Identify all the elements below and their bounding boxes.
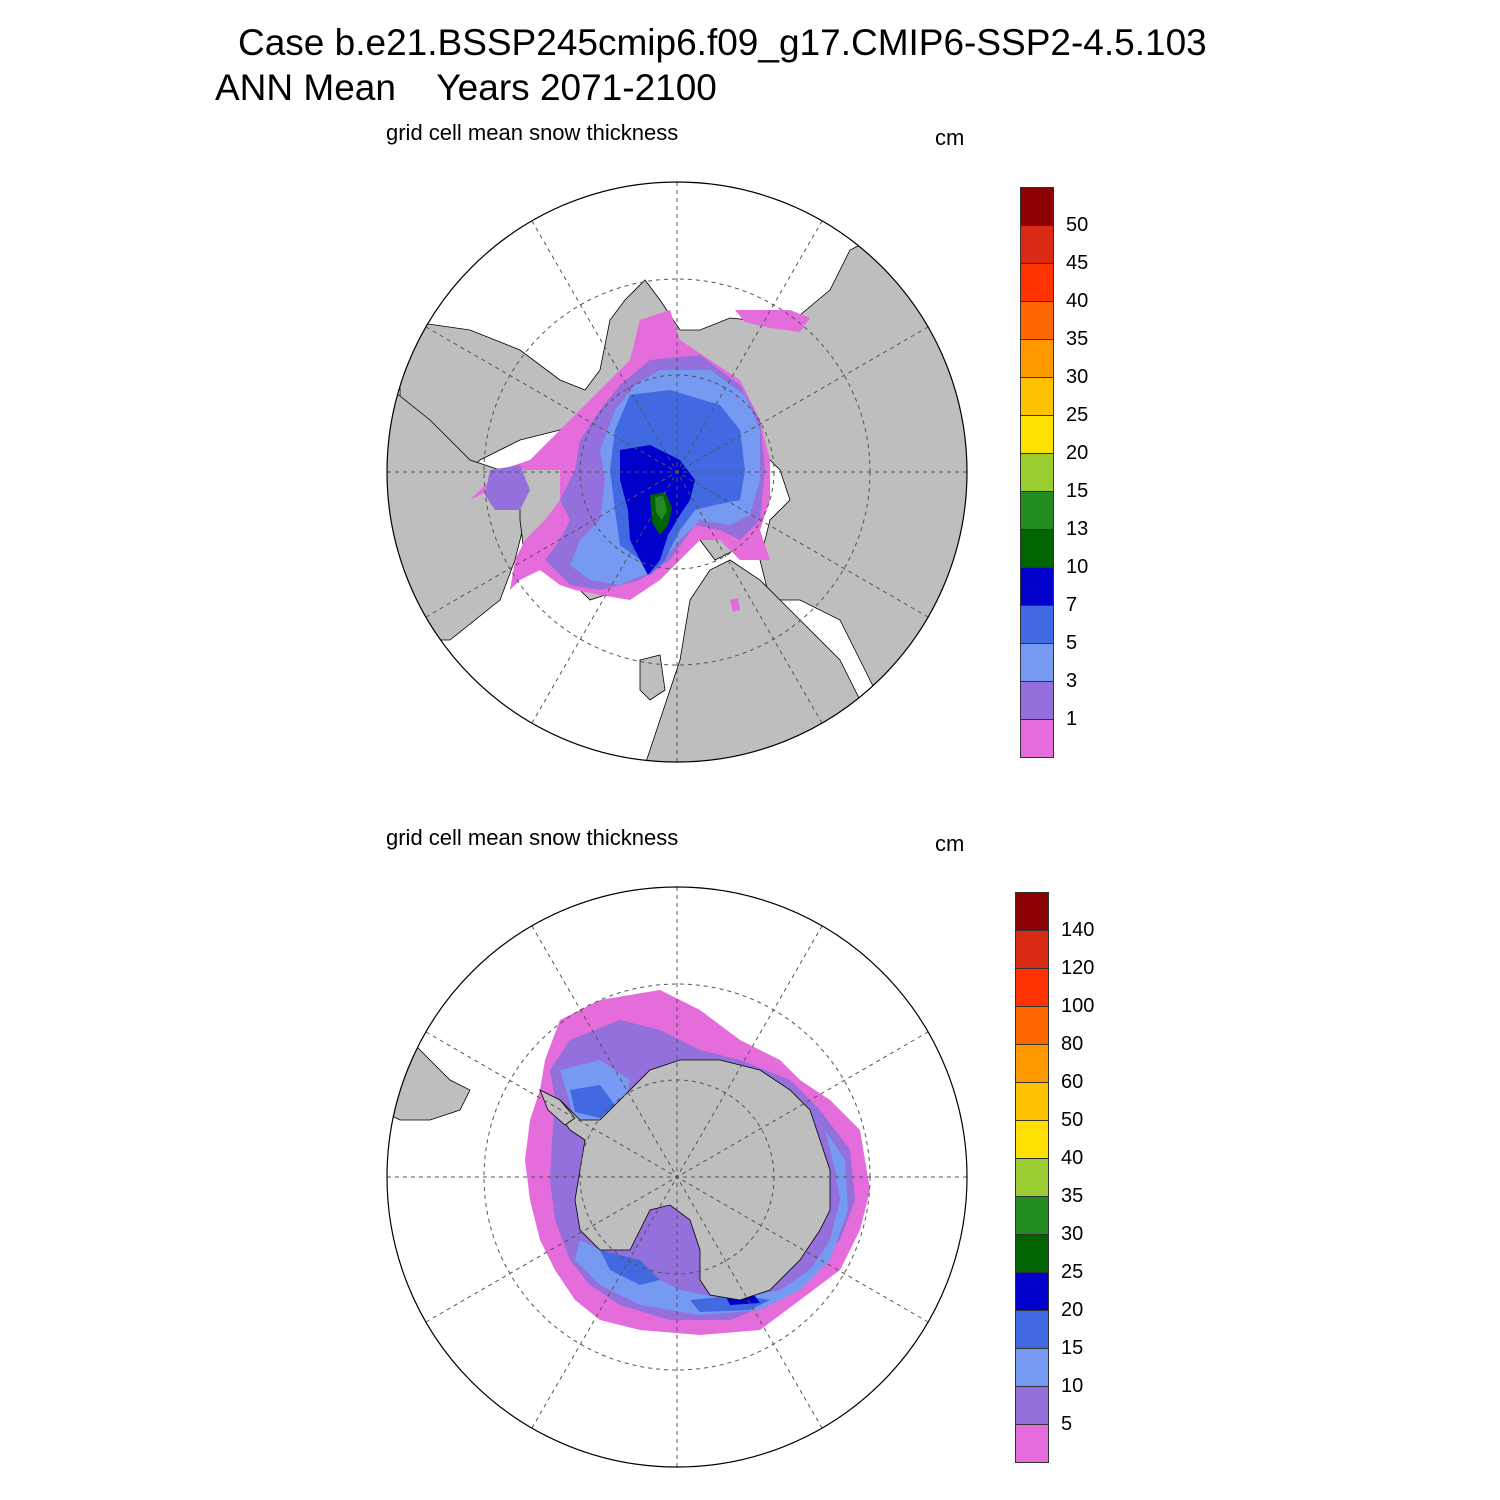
colorbar-tick-label: 20 (1061, 1299, 1084, 1321)
snow-south-layer-4b (600, 1250, 660, 1285)
colorbar-tick-label: 40 (1061, 1147, 1084, 1169)
colorbar-tick-label: 30 (1066, 366, 1089, 388)
colorbar-tick-label: 25 (1061, 1261, 1084, 1283)
colorbar-tick-label: 15 (1066, 480, 1089, 502)
colorbar-swatch (1015, 1234, 1049, 1273)
colorbar-swatch (1020, 605, 1054, 644)
colorbar-tick-label: 35 (1061, 1185, 1084, 1207)
south-units-label: cm (935, 831, 965, 856)
colorbar-tick-label: 1 (1066, 708, 1078, 730)
snow-hudson-bay (485, 465, 530, 510)
colorbar-tick-label: 140 (1061, 919, 1095, 941)
colorbar-swatch (1015, 1082, 1049, 1121)
colorbar-swatch (1020, 529, 1054, 568)
colorbar-tick-label: 7 (1066, 594, 1078, 616)
colorbar-tick-label: 3 (1066, 670, 1078, 692)
colorbar-tick-label: 120 (1061, 957, 1095, 979)
colorbar-swatch (1015, 1044, 1049, 1083)
colorbar-tick-label: 25 (1066, 404, 1089, 426)
snow-south-layer-4 (570, 1085, 615, 1118)
colorbar-swatch (1015, 1310, 1049, 1349)
colorbar-tick-label: 50 (1061, 1109, 1084, 1131)
north-units-label: cm (935, 125, 965, 150)
colorbar-swatch (1020, 225, 1054, 264)
snow-baltic (730, 598, 740, 612)
colorbar-tick-label: 13 (1066, 518, 1089, 540)
colorbar-swatch (1015, 1158, 1049, 1197)
south-plot-title: grid cell mean snow thickness (386, 825, 679, 850)
colorbar-swatch (1020, 453, 1054, 492)
main-subtitle: ANN Mean Years 2071-2100 (215, 67, 717, 108)
north-colorbar: 1 3 5 7 10 13 15 20 25 30 35 40 45 50 (1020, 187, 1110, 758)
colorbar-swatch (1015, 1386, 1049, 1425)
colorbar-swatch (1015, 1348, 1049, 1387)
colorbar-swatch (1015, 1196, 1049, 1235)
colorbar-tick-label: 45 (1066, 252, 1089, 274)
land-british-isles (639, 654, 666, 701)
colorbar-swatch (1015, 892, 1049, 931)
snow-layer-7 (655, 496, 667, 520)
colorbar-swatch (1020, 415, 1054, 454)
colorbar-swatch (1015, 930, 1049, 969)
colorbar-swatch (1020, 681, 1054, 720)
colorbar-tick-label: 50 (1066, 214, 1089, 236)
colorbar-tick-label: 20 (1066, 442, 1089, 464)
north-polar-map (386, 181, 968, 763)
colorbar-tick-label: 40 (1066, 290, 1089, 312)
snow-bering (735, 310, 810, 332)
main-title: Case b.e21.BSSP245cmip6.f09_g17.CMIP6-SS… (238, 22, 1207, 63)
colorbar-swatch (1015, 968, 1049, 1007)
colorbar-tick-label: 100 (1061, 995, 1095, 1017)
colorbar-tick-label: 80 (1061, 1033, 1084, 1055)
colorbar-tick-label: 35 (1066, 328, 1089, 350)
colorbar-tick-label: 10 (1061, 1375, 1084, 1397)
colorbar-swatch (1020, 567, 1054, 606)
colorbar-swatch (1020, 263, 1054, 302)
colorbar-tick-label: 30 (1061, 1223, 1084, 1245)
colorbar-swatch (1020, 301, 1054, 340)
colorbar-swatch (1015, 1424, 1049, 1463)
colorbar-tick-label: 5 (1061, 1413, 1073, 1435)
colorbar-swatch (1015, 1006, 1049, 1045)
south-colorbar: 5 10 15 20 25 30 35 40 50 60 80 100 120 140 (1015, 892, 1105, 1463)
land-antarctica (544, 1059, 831, 1301)
colorbar-tick-label: 60 (1061, 1071, 1084, 1093)
north-plot-title: grid cell mean snow thickness (386, 120, 679, 145)
colorbar-swatch (1015, 1272, 1049, 1311)
colorbar-swatch (1020, 187, 1054, 226)
colorbar-tick-label: 5 (1066, 632, 1078, 654)
colorbar-tick-label: 15 (1061, 1337, 1084, 1359)
colorbar-tick-label: 10 (1066, 556, 1089, 578)
land-antarctic-peninsula (539, 1089, 576, 1126)
colorbar-swatch (1015, 1120, 1049, 1159)
